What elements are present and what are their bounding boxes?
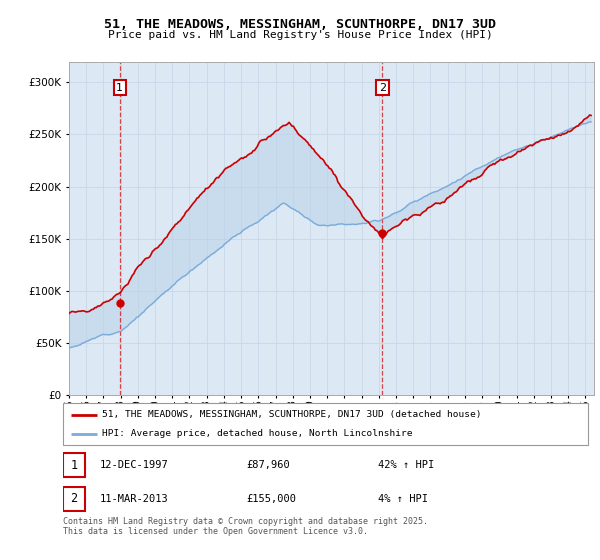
Text: 4% ↑ HPI: 4% ↑ HPI [378, 494, 428, 504]
Text: £155,000: £155,000 [247, 494, 297, 504]
Text: 1: 1 [70, 459, 77, 472]
Text: Contains HM Land Registry data © Crown copyright and database right 2025.
This d: Contains HM Land Registry data © Crown c… [63, 517, 428, 536]
Text: HPI: Average price, detached house, North Lincolnshire: HPI: Average price, detached house, Nort… [103, 430, 413, 438]
FancyBboxPatch shape [63, 403, 588, 445]
Text: 42% ↑ HPI: 42% ↑ HPI [378, 460, 434, 470]
Text: 2: 2 [379, 83, 386, 92]
Text: Price paid vs. HM Land Registry's House Price Index (HPI): Price paid vs. HM Land Registry's House … [107, 30, 493, 40]
Text: 11-MAR-2013: 11-MAR-2013 [100, 494, 169, 504]
Text: 51, THE MEADOWS, MESSINGHAM, SCUNTHORPE, DN17 3UD: 51, THE MEADOWS, MESSINGHAM, SCUNTHORPE,… [104, 18, 496, 31]
Text: 51, THE MEADOWS, MESSINGHAM, SCUNTHORPE, DN17 3UD (detached house): 51, THE MEADOWS, MESSINGHAM, SCUNTHORPE,… [103, 410, 482, 419]
FancyBboxPatch shape [63, 453, 85, 478]
Text: £87,960: £87,960 [247, 460, 290, 470]
FancyBboxPatch shape [63, 487, 85, 511]
Text: 1: 1 [116, 83, 123, 92]
Text: 12-DEC-1997: 12-DEC-1997 [100, 460, 169, 470]
Text: 2: 2 [70, 492, 77, 506]
